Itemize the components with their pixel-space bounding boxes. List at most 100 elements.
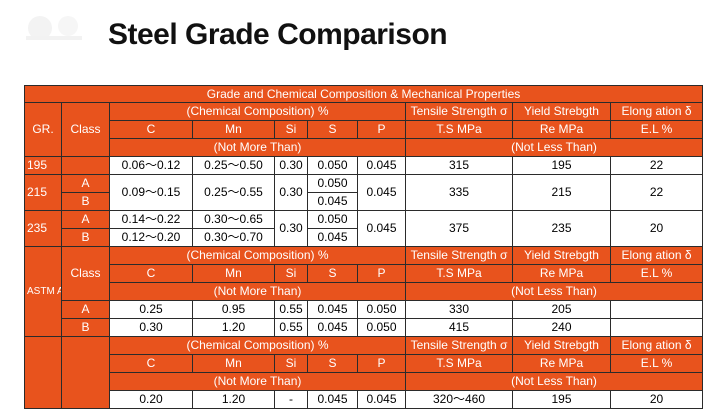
- mn-cell: 0.25～0.50: [192, 156, 275, 175]
- header-not-less-than: (Not Less Than): [404, 138, 704, 157]
- si-cell: 0.30: [274, 156, 308, 175]
- si-cell: 0.55: [274, 318, 308, 337]
- mn-cell: 1.20: [192, 390, 275, 409]
- header-chemical-composition: (Chemical Composition) %: [109, 336, 406, 355]
- table-banner: Grade and Chemical Composition & Mechani…: [23, 85, 704, 103]
- header-tensile: Tensile Strength σ: [405, 102, 513, 121]
- header-c: C: [109, 120, 193, 139]
- header-not-more-than: (Not More Than): [109, 138, 406, 157]
- grade-cell-astm: ASTM A53: [24, 246, 62, 337]
- c-cell: 0.30: [109, 318, 193, 337]
- p-cell: 0.050: [357, 318, 406, 337]
- class-cell: [61, 156, 110, 175]
- class-cell: [61, 336, 110, 409]
- class-cell: A: [61, 300, 110, 319]
- table-row: B 0.30 1.20 0.55 0.045 0.050 415 240: [25, 318, 704, 337]
- header-yield: Yield Strebgth: [512, 102, 611, 121]
- header-s: S: [307, 354, 358, 373]
- header-el: E.L %: [609, 354, 704, 373]
- re-cell: 205: [512, 300, 611, 319]
- class-cell: A: [61, 210, 110, 229]
- header-p: P: [357, 354, 406, 373]
- header-si: Si: [274, 120, 308, 139]
- header-re: Re MPa: [512, 264, 611, 283]
- s-cell: 0.045: [307, 300, 358, 319]
- c-cell: 0.14～0.22: [109, 210, 193, 229]
- brand-logo-icon: [26, 16, 82, 40]
- header-si: Si: [274, 354, 308, 373]
- header-elongation: Elong ation δ: [609, 102, 704, 121]
- header-el: E.L %: [609, 264, 704, 283]
- p-cell: 0.045: [357, 390, 406, 409]
- el-cell: [609, 300, 704, 319]
- mn-cell: 0.25～0.55: [192, 174, 275, 211]
- s-cell: 0.045: [307, 390, 358, 409]
- header-not-more-than: (Not More Than): [109, 372, 406, 391]
- header-elongation: Elong ation δ: [609, 336, 704, 355]
- table-row: 235 A 0.14～0.22 0.30～0.65 0.30 0.050 0.0…: [24, 210, 704, 247]
- class-cell: B: [61, 318, 110, 337]
- ts-cell: 415: [405, 318, 513, 337]
- header-mn: Mn: [192, 120, 275, 139]
- si-cell: 0.30: [274, 174, 308, 211]
- header-el: E.L %: [609, 120, 704, 139]
- mn-cell: 0.30～0.70: [192, 228, 275, 247]
- header-tensile: Tensile Strength σ: [405, 336, 513, 355]
- page-title: Steel Grade Comparison: [108, 18, 448, 51]
- c-cell: 0.20: [109, 390, 193, 409]
- grade-cell: 195: [24, 156, 62, 175]
- p-cell: 0.050: [357, 300, 406, 319]
- si-cell: -: [274, 390, 308, 409]
- header-elongation: Elong ation δ: [609, 246, 704, 265]
- grade-cell: [24, 336, 62, 409]
- steel-grade-table: Grade and Chemical Composition & Mechani…: [23, 85, 704, 409]
- ts-cell: 375: [405, 210, 513, 247]
- class-cell: A: [61, 174, 110, 193]
- re-cell: 215: [512, 174, 611, 211]
- header-c: C: [109, 264, 193, 283]
- c-cell: 0.25: [109, 300, 193, 319]
- si-cell: 0.55: [274, 300, 308, 319]
- table-row: 0.20 1.20 - 0.045 0.045 320～460 195 20: [25, 390, 704, 409]
- header-si: Si: [274, 264, 308, 283]
- header-yield: Yield Strebgth: [512, 246, 611, 265]
- ts-cell: 335: [405, 174, 513, 211]
- header-not-less-than: (Not Less Than): [404, 372, 704, 391]
- s-cell: 0.045: [307, 318, 358, 337]
- header-ts: T.S MPa: [405, 264, 513, 283]
- header-class: Class: [61, 102, 110, 157]
- ts-cell: 315: [405, 156, 513, 175]
- header-s: S: [307, 264, 358, 283]
- header-s: S: [307, 120, 358, 139]
- re-cell: 240: [512, 318, 611, 337]
- el-cell: 20: [609, 210, 704, 247]
- el-cell: 20: [609, 390, 704, 409]
- header-class: Class: [61, 246, 110, 301]
- grade-cell: 215: [24, 174, 62, 211]
- class-cell: B: [61, 228, 110, 247]
- s-cell: 0.050: [307, 210, 358, 229]
- c-cell: 0.09～0.15: [109, 174, 193, 211]
- ts-cell: 330: [405, 300, 513, 319]
- table-row: B 0.045: [25, 192, 703, 211]
- c-cell: 0.06～0.12: [109, 156, 193, 175]
- header-ts: T.S MPa: [405, 120, 513, 139]
- header-mn: Mn: [192, 264, 275, 283]
- p-cell: 0.045: [357, 156, 406, 175]
- header-gr: GR.: [24, 102, 62, 157]
- header-tensile: Tensile Strength σ: [405, 246, 513, 265]
- s-cell: 0.045: [307, 192, 358, 211]
- table-row: A 0.25 0.95 0.55 0.045 0.050 330 205: [25, 300, 704, 319]
- header-re: Re MPa: [512, 354, 611, 373]
- re-cell: 195: [512, 156, 611, 175]
- s-cell: 0.050: [307, 156, 358, 175]
- si-cell: 0.30: [274, 210, 308, 247]
- header-chemical-composition: (Chemical Composition) %: [109, 246, 406, 265]
- mn-cell: 0.30～0.65: [192, 210, 275, 229]
- table-row: 195 0.06～0.12 0.25～0.50 0.30 0.050 0.045…: [24, 156, 704, 175]
- header-mn: Mn: [192, 354, 275, 373]
- header-not-more-than: (Not More Than): [109, 282, 406, 301]
- header-chemical-composition: (Chemical Composition) %: [109, 102, 406, 121]
- el-cell: [609, 318, 704, 337]
- re-cell: 235: [512, 210, 611, 247]
